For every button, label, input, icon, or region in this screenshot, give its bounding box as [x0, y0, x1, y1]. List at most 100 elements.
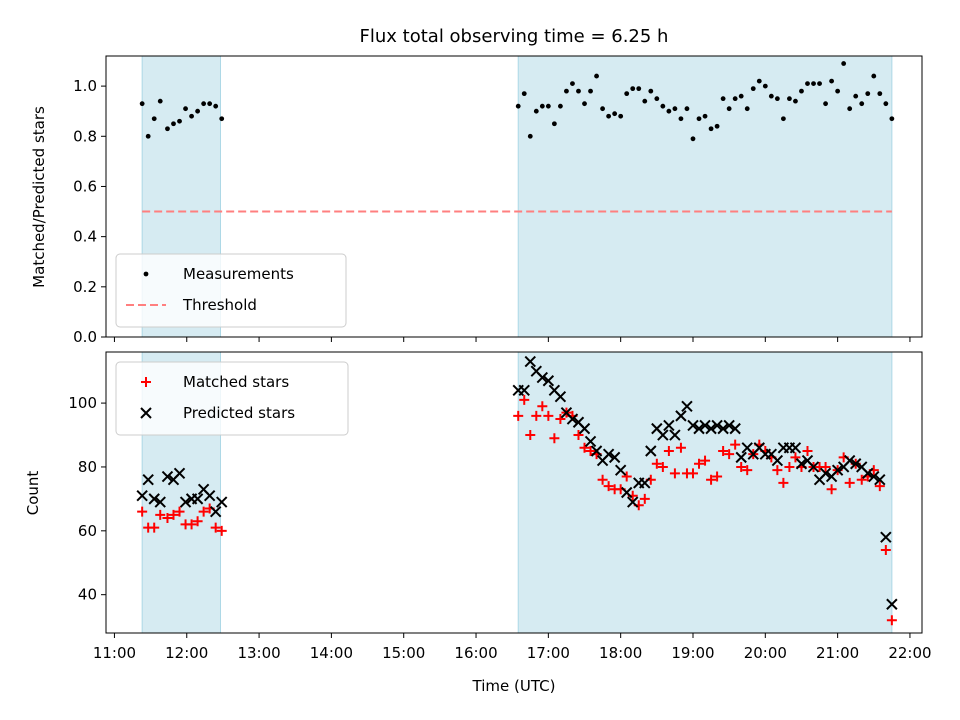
data-point — [537, 401, 548, 412]
data-point — [657, 429, 669, 441]
data-point — [183, 106, 188, 112]
y-tick-label: 0.8 — [73, 127, 97, 145]
data-point — [730, 439, 741, 450]
data-point — [669, 429, 681, 441]
data-point — [594, 73, 599, 79]
x-tick-label: 17:00 — [527, 644, 570, 662]
data-point — [543, 410, 554, 421]
data-point — [582, 101, 587, 107]
data-point — [762, 83, 768, 89]
y-tick-label: 0.0 — [73, 328, 97, 346]
data-point — [789, 442, 802, 454]
data-point — [651, 458, 662, 469]
plot-frame — [105, 55, 923, 338]
data-point — [718, 445, 729, 456]
data-point — [600, 106, 605, 112]
y-tick-label: 0.6 — [73, 177, 97, 195]
data-point — [606, 113, 612, 119]
observing-window-2 — [517, 55, 893, 338]
data-point — [584, 435, 597, 448]
data-point — [681, 400, 693, 412]
data-point — [805, 81, 810, 86]
data-point — [705, 422, 717, 435]
x-tick-label: 20:00 — [744, 644, 787, 662]
data-point — [513, 410, 524, 421]
data-point — [847, 106, 853, 112]
count-panel: 40 60 80 100 11:00 12:00 13:00 14:00 15:00 16:00 1… — [68, 351, 932, 662]
data-point — [784, 461, 795, 472]
legend: Measurements Threshold — [115, 253, 347, 328]
data-point — [874, 481, 885, 492]
data-point — [868, 470, 880, 483]
y-tick-label: 100 — [68, 394, 97, 412]
data-point — [708, 126, 714, 132]
data-point — [179, 496, 192, 508]
data-point — [648, 88, 654, 94]
data-point — [171, 121, 176, 127]
data-point — [675, 410, 687, 422]
data-point — [768, 93, 774, 99]
data-point — [590, 445, 603, 457]
data-point — [608, 451, 621, 464]
data-point — [549, 433, 560, 444]
data-point — [787, 96, 792, 102]
x-tick-label: 14:00 — [310, 644, 353, 662]
x-tick-label: 18:00 — [599, 644, 642, 662]
data-point — [807, 461, 820, 473]
data-point — [702, 113, 708, 119]
data-point — [880, 531, 892, 543]
x-tick-label: 21:00 — [816, 644, 859, 662]
data-point — [177, 118, 182, 124]
legend-box — [115, 253, 347, 328]
data-point — [191, 493, 204, 505]
data-point — [841, 61, 847, 66]
data-point — [555, 414, 566, 425]
data-point — [542, 375, 555, 387]
data-point — [795, 458, 808, 470]
data-point — [736, 461, 747, 472]
data-point — [790, 452, 801, 463]
data-point — [684, 106, 690, 112]
data-point — [700, 455, 711, 466]
data-point — [566, 413, 579, 425]
legend-marker — [141, 377, 151, 387]
data-point — [621, 471, 632, 482]
y-tick-label: 40 — [78, 586, 97, 604]
data-point — [527, 133, 533, 139]
legend-marker — [140, 407, 152, 419]
x-tick-label: 19:00 — [671, 644, 714, 662]
data-point — [165, 126, 170, 132]
data-point — [210, 522, 221, 533]
data-point — [597, 474, 608, 485]
data-point — [886, 615, 897, 626]
data-point — [168, 509, 179, 520]
data-point — [195, 108, 201, 114]
y-tick-label: 0.4 — [73, 228, 97, 246]
data-point — [554, 390, 567, 403]
data-point — [585, 445, 596, 456]
data-point — [645, 445, 657, 457]
data-point — [155, 509, 166, 520]
data-point — [203, 489, 216, 502]
data-point — [802, 445, 813, 456]
data-point — [173, 467, 186, 480]
y-tick-label: 0.2 — [73, 278, 97, 296]
data-point — [690, 136, 696, 142]
data-point — [603, 481, 614, 492]
data-point — [614, 464, 627, 476]
data-point — [726, 106, 732, 112]
figure-title: Flux total observing time = 6.25 h — [360, 26, 669, 47]
data-point — [877, 91, 883, 97]
observing-window-2 — [517, 351, 893, 634]
data-point — [558, 103, 563, 109]
data-point — [865, 91, 871, 97]
data-point — [742, 465, 753, 476]
data-point — [174, 506, 185, 517]
data-point — [209, 505, 222, 518]
data-point — [820, 461, 831, 472]
data-point — [198, 506, 209, 517]
data-point — [693, 422, 705, 435]
data-point — [886, 598, 898, 610]
data-point — [145, 133, 151, 139]
